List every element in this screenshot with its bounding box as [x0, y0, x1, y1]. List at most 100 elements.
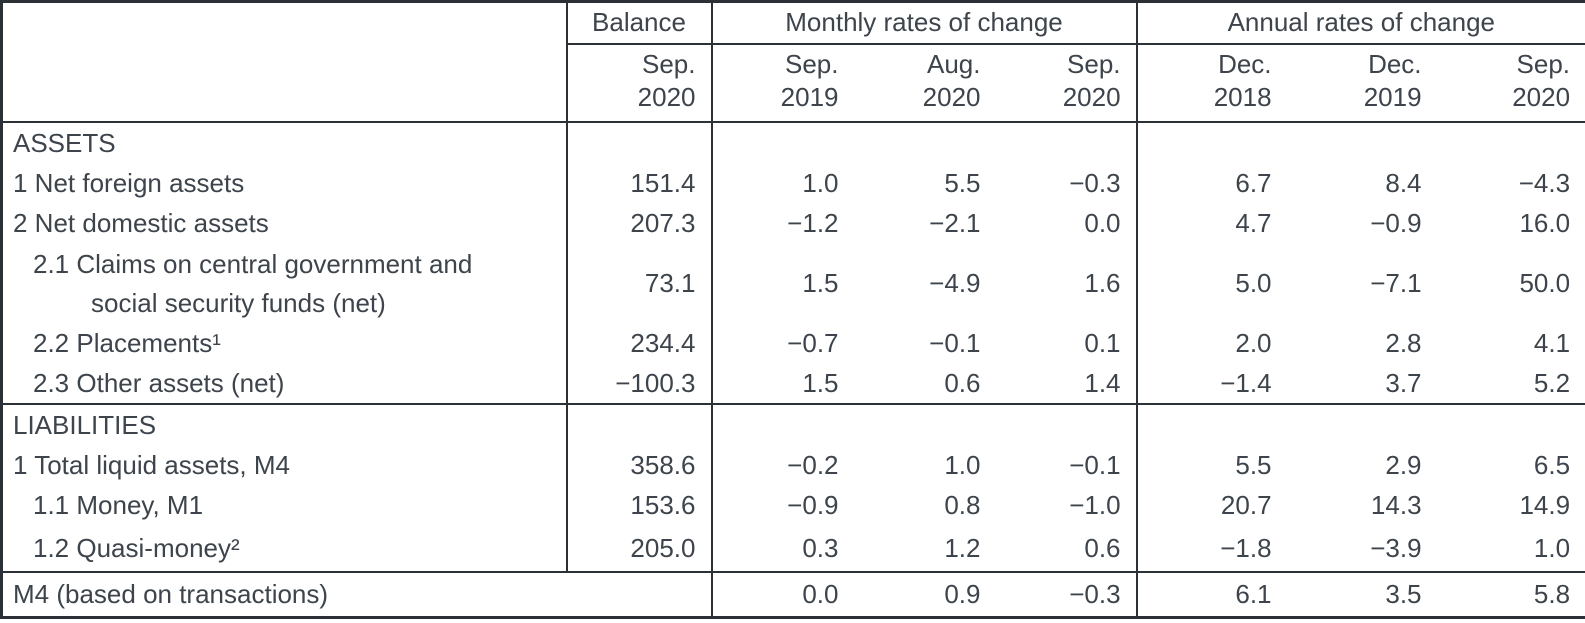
row-label-cell: 2.2 Placements¹: [33, 328, 221, 358]
annual-rate-cell: 3.7: [1385, 367, 1422, 398]
annual-rate-cell: [1135, 402, 1287, 446]
row-label-cell: ASSETS: [13, 127, 116, 158]
annual-rate-cell: 2.9: [1385, 450, 1422, 480]
monthly-rate-cell: 5.5: [944, 168, 981, 198]
row-assets-section: ASSETS: [2, 121, 1585, 164]
annual-rate-cell: 6.7: [1135, 163, 1287, 204]
period-month: Aug.: [927, 48, 981, 79]
monthly-rate-cell: −1.2: [710, 203, 854, 244]
column-header-balance: Balance: [565, 1, 712, 45]
annual-rate-cell: 4.1: [1533, 328, 1571, 358]
annual-rate-cell: 14.3: [1370, 490, 1422, 520]
annual-rate-cell: 6.1: [1135, 570, 1287, 618]
annual-rate-cell: −1.4: [1135, 363, 1287, 404]
period-header-monthly-3: Sep. 2020: [995, 43, 1137, 123]
balance-cell: [565, 121, 712, 164]
balance-cell: 234.4: [565, 323, 712, 364]
balance-cell: 207.3: [565, 203, 712, 244]
row-label-cell: 1.1 Money, M1: [33, 490, 204, 520]
balance-cell: 151.4: [565, 163, 712, 204]
row-label-cell: 1 Net foreign assets: [13, 168, 245, 198]
annual-rate-cell: 1.0: [1533, 532, 1571, 563]
monthly-rate-cell: −0.1: [929, 328, 981, 358]
monthly-rate-cell: 1.5: [710, 363, 854, 404]
period-year: 2020: [1062, 81, 1121, 112]
monthly-rate-cell: 0.3: [710, 525, 854, 572]
row-quasi-money: 1.2 Quasi-money² 205.0 0.3 1.2 0.6 −1.8 …: [2, 525, 1585, 572]
monthly-rate-cell: −0.2: [710, 445, 854, 486]
period-year: 2020: [637, 81, 696, 112]
period-header-monthly-2: Aug. 2020: [853, 43, 996, 123]
period-header-annual-1: Dec. 2018: [1135, 43, 1287, 123]
monthly-rate-cell: [996, 122, 1137, 164]
annual-rate-cell: [1286, 402, 1437, 446]
monthly-rate-cell: −4.9: [929, 268, 981, 298]
monthly-rate-cell: 0.0: [710, 570, 854, 618]
annual-rate-cell: [1135, 121, 1287, 164]
row-label-line1: 2.1 Claims on central government and: [33, 248, 473, 279]
period-header-monthly-1: Sep. 2019: [710, 43, 854, 123]
header-period-row: Sep. 2020 Sep. 2019 Aug. 2020 Sep. 2020 …: [2, 43, 1585, 123]
column-group-monthly-rates: Monthly rates of change: [710, 1, 1137, 45]
monthly-rate-cell: 0.0: [1084, 208, 1121, 238]
balance-cell: [565, 402, 712, 446]
row-net-domestic-assets: 2 Net domestic assets 207.3 −1.2 −2.1 0.…: [2, 203, 1585, 244]
annual-rate-cell: −0.9: [1370, 208, 1422, 238]
balance-cell: 73.1: [565, 243, 712, 324]
row-net-foreign-assets: 1 Net foreign assets 151.4 1.0 5.5 −0.3 …: [2, 163, 1585, 204]
row-liabilities-section: LIABILITIES: [1, 402, 1585, 446]
period-month: Sep.: [1067, 48, 1121, 79]
monthly-rate-cell: −2.1: [929, 208, 981, 238]
annual-rate-cell: 16.0: [1519, 208, 1571, 238]
row-placements: 2.2 Placements¹ 234.4 −0.7 −0.1 0.1 2.0 …: [2, 323, 1585, 364]
period-header-annual-2: Dec. 2019: [1286, 43, 1437, 123]
period-month: Sep.: [785, 48, 839, 79]
row-label-cell: 2.3 Other assets (net): [33, 367, 285, 398]
monthly-rate-cell: 1.4: [1084, 367, 1121, 398]
period-year: 2019: [1363, 81, 1422, 112]
annual-rate-cell: [1287, 122, 1437, 164]
annual-rate-cell: 2.0: [1135, 323, 1287, 364]
corner-cell: [1, 1, 567, 123]
monthly-rate-cell: −0.1: [1069, 450, 1121, 480]
period-month: Sep.: [1516, 48, 1571, 79]
annual-rate-cell: 8.4: [1385, 168, 1422, 198]
row-label-cell: LIABILITIES: [1, 402, 567, 446]
annual-rate-cell: −3.9: [1370, 532, 1422, 563]
monthly-rate-cell: [853, 402, 996, 446]
annual-rate-cell: 2.8: [1385, 328, 1422, 358]
monthly-rate-cell: [710, 121, 854, 164]
annual-rate-cell: −1.8: [1135, 525, 1287, 572]
monthly-rate-cell: 1.0: [710, 163, 854, 204]
balance-cell: 153.6: [565, 485, 712, 526]
monthly-rate-cell: [854, 122, 996, 164]
row-money-m1: 1.1 Money, M1 153.6 −0.9 0.8 −1.0 20.7 1…: [2, 485, 1585, 526]
balance-cell: −100.3: [565, 363, 712, 404]
monthly-rate-cell: 1.6: [1084, 268, 1121, 298]
row-claims-central-government: 2.1 Claims on central government and soc…: [2, 243, 1585, 324]
annual-rate-cell: 5.0: [1135, 243, 1287, 324]
monthly-rate-cell: 0.1: [1084, 328, 1121, 358]
monthly-rate-cell: −0.9: [710, 485, 854, 526]
annual-rate-cell: 6.5: [1533, 450, 1571, 480]
monthly-rate-cell: 1.2: [944, 532, 981, 563]
monthly-rate-cell: [995, 402, 1137, 446]
row-other-assets: 2.3 Other assets (net) −100.3 1.5 0.6 1.…: [2, 363, 1585, 404]
annual-rate-cell: 5.8: [1436, 570, 1585, 618]
monthly-rate-cell: −0.3: [1069, 168, 1121, 198]
monthly-rate-cell: 0.9: [853, 570, 996, 618]
annual-rate-cell: 14.9: [1519, 490, 1571, 520]
period-header-annual-3: Sep. 2020: [1436, 43, 1585, 123]
monthly-rate-cell: 0.6: [944, 367, 981, 398]
monthly-rate-cell: −1.0: [1069, 490, 1121, 520]
period-year: 2020: [1512, 81, 1571, 112]
annual-rate-cell: 5.5: [1135, 445, 1287, 486]
period-month: Sep.: [642, 48, 696, 79]
period-header-balance: Sep. 2020: [565, 43, 712, 123]
column-group-annual-rates: Annual rates of change: [1135, 1, 1585, 45]
period-year: 2020: [922, 81, 981, 112]
monthly-rate-cell: 0.6: [1084, 532, 1121, 563]
balance-cell: 358.6: [565, 445, 712, 486]
row-label-cell: 1.2 Quasi-money²: [33, 532, 240, 563]
